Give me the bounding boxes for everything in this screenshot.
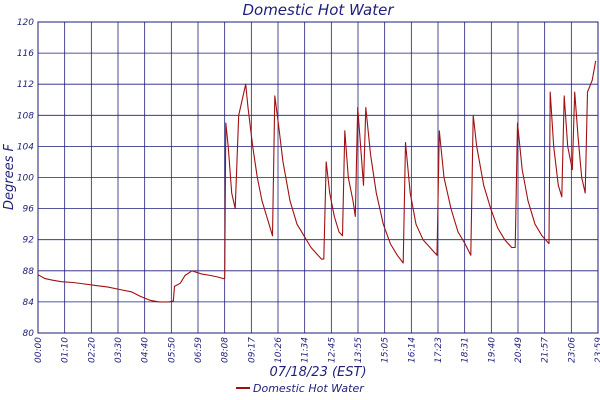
x-tick-label: 13:55 (354, 337, 364, 363)
legend-entry: Domestic Hot Water (253, 382, 365, 395)
x-tick-label: 00:00 (34, 337, 44, 363)
y-tick-label: 104 (17, 142, 34, 152)
series-lines (37, 60, 597, 303)
y-tick-label: 80 (23, 329, 35, 339)
series-line-0 (37, 60, 597, 303)
y-tick-label: 88 (23, 267, 35, 277)
chart-grid (37, 21, 599, 334)
x-tick-label: 20:49 (514, 337, 524, 363)
x-tick-label: 08:08 (221, 337, 231, 363)
y-axis-label: Degrees F (2, 143, 17, 210)
y-ticks: 80 84 88 92 96 100 104 108 112 116 120 (17, 18, 34, 339)
x-ticks: 00:00 01:10 02:20 03:30 04:40 05:50 06:59 08:08… (34, 337, 600, 363)
y-tick-label: 84 (23, 298, 35, 308)
x-tick-label: 01:10 (61, 337, 71, 363)
x-tick-label: 15:05 (381, 337, 391, 363)
y-tick-label: 100 (17, 174, 34, 184)
x-tick-label: 21:57 (541, 337, 551, 363)
x-tick-label: 12:45 (327, 337, 337, 363)
x-tick-label: 09:17 (247, 337, 257, 363)
chart-title: Domestic Hot Water (242, 1, 394, 19)
legend: Domestic Hot Water (236, 382, 365, 395)
y-tick-label: 96 (23, 205, 35, 215)
x-tick-label: 17:23 (434, 337, 444, 363)
x-tick-label: 02:20 (87, 337, 97, 363)
x-tick-label: 03:30 (114, 337, 124, 363)
x-tick-label: 18:31 (461, 337, 471, 363)
x-tick-label: 19:40 (487, 337, 497, 363)
x-tick-label: 06:59 (194, 337, 204, 363)
y-tick-label: 92 (23, 236, 35, 246)
y-tick-label: 112 (17, 80, 34, 90)
x-tick-label: 05:50 (167, 337, 177, 363)
x-tick-label: 11:34 (301, 337, 311, 363)
y-tick-label: 116 (17, 49, 34, 59)
x-tick-label: 23:59 (594, 337, 600, 363)
y-tick-label: 120 (17, 18, 34, 28)
x-axis-label: 07/18/23 (EST) (269, 365, 366, 380)
x-tick-label: 23:06 (567, 337, 577, 363)
y-tick-label: 108 (17, 111, 34, 121)
x-tick-label: 04:40 (141, 337, 151, 363)
x-tick-label: 16:14 (407, 337, 417, 363)
x-tick-label: 10:26 (274, 337, 284, 363)
